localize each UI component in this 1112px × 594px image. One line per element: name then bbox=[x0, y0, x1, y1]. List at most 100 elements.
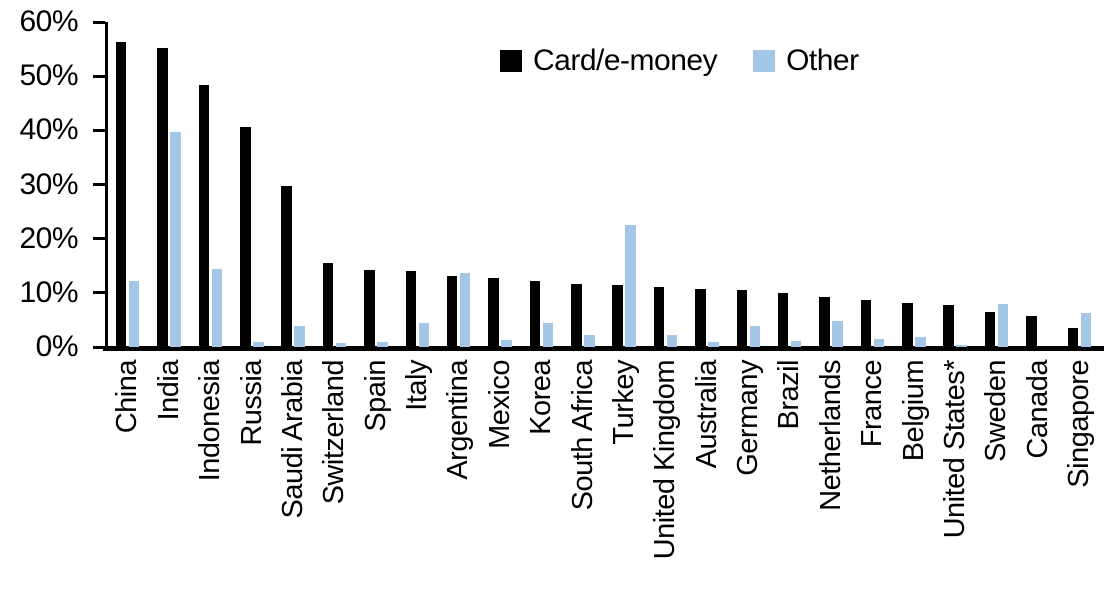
bar-group bbox=[1017, 22, 1058, 347]
black-square-icon bbox=[500, 50, 522, 72]
bar-card-e-money bbox=[860, 300, 872, 347]
y-tick-label: 30% bbox=[19, 167, 78, 201]
bar-other bbox=[832, 321, 843, 347]
bar-other bbox=[170, 132, 181, 347]
bar-group bbox=[355, 22, 396, 347]
x-label-cell: Brazil bbox=[769, 360, 810, 594]
bar-group bbox=[686, 22, 727, 347]
bar-card-e-money bbox=[364, 270, 375, 347]
bar-other bbox=[253, 342, 264, 347]
x-axis-label: Turkey bbox=[607, 360, 640, 445]
bar-other bbox=[377, 342, 388, 347]
bar-group bbox=[273, 22, 314, 347]
x-axis-label: Switzerland bbox=[318, 360, 351, 505]
bars-layer bbox=[107, 22, 1100, 347]
y-tick-label: 40% bbox=[19, 113, 78, 147]
x-label-cell: Singapore bbox=[1059, 360, 1100, 594]
bar-other bbox=[542, 322, 554, 347]
x-axis-label: Brazil bbox=[773, 360, 806, 430]
x-axis-label: India bbox=[152, 360, 185, 421]
x-axis-label: Mexico bbox=[483, 360, 516, 449]
x-axis-label: Canada bbox=[1021, 360, 1054, 459]
x-label-cell: Belgium bbox=[893, 360, 934, 594]
x-label-cell: Argentina bbox=[438, 360, 479, 594]
bar-card-e-money bbox=[157, 48, 168, 347]
bar-other bbox=[873, 339, 885, 347]
bar-other bbox=[1080, 312, 1092, 347]
x-axis-label: Spain bbox=[359, 360, 392, 432]
y-tick-label: 60% bbox=[19, 5, 78, 38]
x-axis-label: United Kingdom bbox=[649, 360, 682, 560]
bar-other bbox=[956, 345, 967, 347]
bar-other bbox=[708, 342, 719, 347]
bar-group bbox=[645, 22, 686, 347]
x-label-cell: South Africa bbox=[562, 360, 603, 594]
bar-other bbox=[584, 335, 595, 347]
bar-group bbox=[935, 22, 976, 347]
legend-label: Other bbox=[786, 44, 859, 77]
legend-item-card-e-money: Card/e-money bbox=[500, 44, 718, 77]
bar-group bbox=[604, 22, 645, 347]
legend-label: Card/e-money bbox=[533, 44, 718, 77]
bar-group bbox=[148, 22, 189, 347]
bar-other bbox=[128, 280, 140, 347]
y-tick-mark bbox=[93, 128, 105, 132]
bar-card-e-money bbox=[984, 312, 996, 347]
bar-group bbox=[107, 22, 148, 347]
x-label-cell: Mexico bbox=[479, 360, 520, 594]
bar-other bbox=[625, 225, 636, 347]
bar-card-e-money bbox=[529, 280, 541, 347]
bar-group bbox=[728, 22, 769, 347]
bar-card-e-money bbox=[240, 127, 251, 347]
x-label-cell: Saudi Arabia bbox=[273, 360, 314, 594]
x-label-cell: Germany bbox=[728, 360, 769, 594]
bar-other bbox=[211, 269, 223, 347]
x-axis-label: South Africa bbox=[566, 360, 599, 511]
x-label-cell: India bbox=[148, 360, 189, 594]
bar-other bbox=[418, 323, 430, 347]
y-tick-label: 20% bbox=[19, 221, 78, 255]
x-axis-label: Australia bbox=[690, 360, 723, 469]
bar-card-e-money bbox=[198, 84, 210, 347]
bar-card-e-money bbox=[695, 288, 706, 347]
y-tick-label: 10% bbox=[19, 275, 78, 309]
x-axis-label: Russia bbox=[235, 360, 268, 446]
x-label-cell: China bbox=[107, 360, 148, 594]
bar-other bbox=[294, 325, 305, 347]
bar-card-e-money bbox=[115, 41, 127, 347]
x-label-cell: Korea bbox=[521, 360, 562, 594]
x-label-cell: Indonesia bbox=[190, 360, 231, 594]
y-tick-mark bbox=[93, 183, 105, 186]
x-label-cell: Spain bbox=[355, 360, 396, 594]
bar-group bbox=[190, 22, 231, 347]
bar-other bbox=[749, 325, 761, 347]
bar-other bbox=[501, 340, 512, 347]
y-axis-line bbox=[105, 22, 108, 348]
x-axis-label: Netherlands bbox=[814, 360, 847, 511]
y-tick-mark bbox=[93, 345, 105, 349]
bar-other bbox=[335, 342, 347, 347]
y-tick-mark bbox=[93, 20, 105, 24]
blue-square-icon bbox=[753, 50, 776, 72]
x-axis-label: Korea bbox=[525, 360, 558, 435]
x-axis-label: Indonesia bbox=[194, 360, 227, 482]
bar-group bbox=[479, 22, 520, 347]
x-label-cell: France bbox=[852, 360, 893, 594]
x-label-cell: Russia bbox=[231, 360, 272, 594]
legend-item-other: Other bbox=[753, 46, 859, 76]
bar-group bbox=[231, 22, 272, 347]
y-tick-mark bbox=[93, 291, 105, 295]
x-label-cell: Sweden bbox=[976, 360, 1017, 594]
x-axis-label: France bbox=[856, 360, 889, 448]
bar-group bbox=[314, 22, 355, 347]
x-axis-label: Argentina bbox=[442, 360, 475, 480]
x-axis-label: Italy bbox=[401, 360, 434, 411]
bar-other bbox=[790, 340, 802, 347]
bar-card-e-money bbox=[446, 275, 458, 347]
x-label-cell: Turkey bbox=[604, 360, 645, 594]
x-axis-label: China bbox=[111, 360, 144, 434]
x-axis-label: Saudi Arabia bbox=[276, 360, 309, 519]
bar-other bbox=[997, 304, 1009, 347]
